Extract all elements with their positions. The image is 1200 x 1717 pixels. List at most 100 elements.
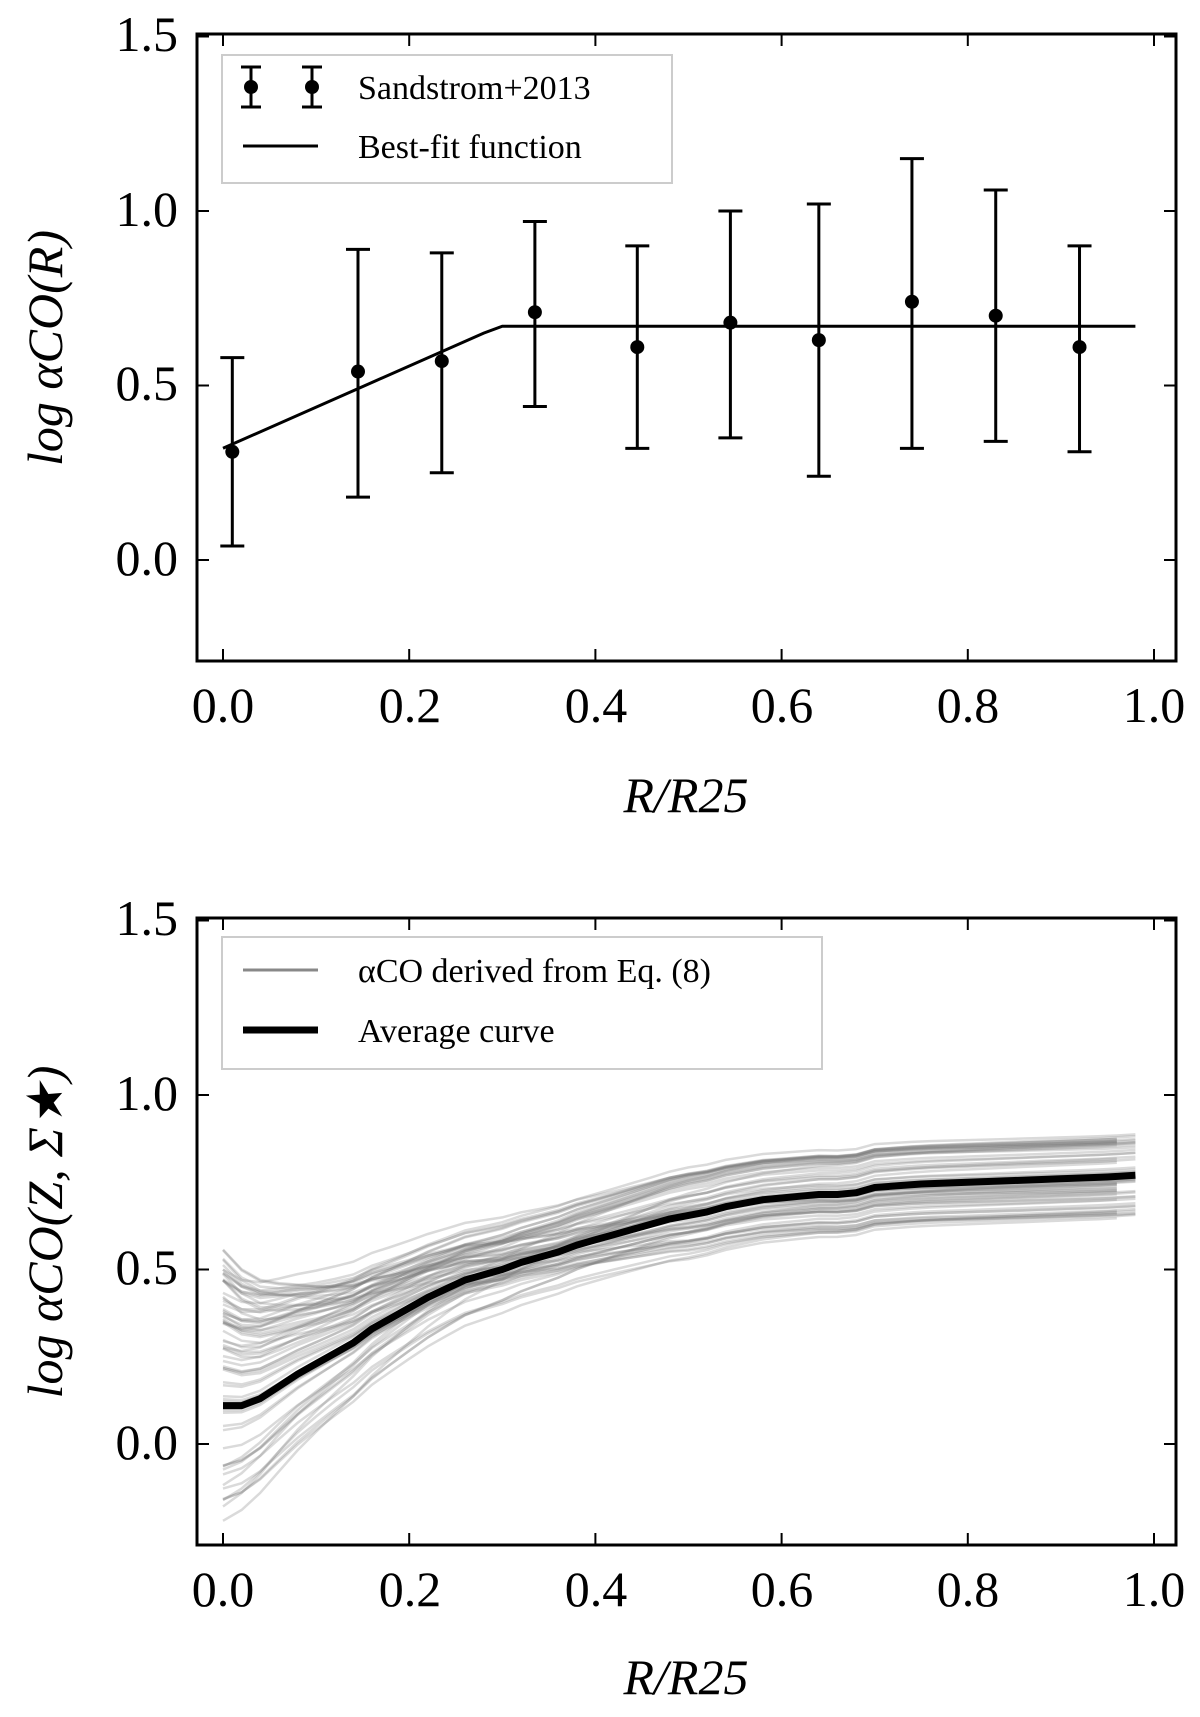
- bottom-ytick-label: 1.0: [116, 1065, 179, 1121]
- bottom-legend: αCO derived from Eq. (8) Average curve: [221, 936, 823, 1070]
- top-xtick-label: 0.8: [937, 677, 1000, 733]
- ensemble-curve: [222, 1204, 1136, 1354]
- ensemble-curve: [222, 1166, 1136, 1399]
- bottom-x-axis-label: R/R25: [623, 1649, 749, 1705]
- top-legend-entry-label: Sandstrom+2013: [358, 70, 591, 107]
- ensemble-curve: [222, 1148, 1136, 1290]
- ensemble-curve: [222, 1186, 1117, 1305]
- top-xtick-label: 0.4: [565, 677, 628, 733]
- data-point: [225, 444, 240, 459]
- ensemble-curve: [222, 1141, 1136, 1339]
- data-point: [434, 354, 449, 369]
- bottom-plot-area: [222, 1133, 1136, 1522]
- data-point: [811, 333, 826, 348]
- data-point: [350, 364, 365, 379]
- ensemble-curve: [222, 1213, 1136, 1301]
- ensemble-curve: [222, 1217, 1117, 1502]
- ensemble-curve: [222, 1137, 1117, 1362]
- top-xtick-label: 0.6: [751, 677, 814, 733]
- top-legend-entry-label: Best-fit function: [358, 129, 582, 166]
- bottom-ytick-label: 0.0: [116, 1414, 179, 1470]
- ensemble-curve: [222, 1137, 1136, 1353]
- ensemble-curve: [222, 1151, 1136, 1323]
- ensemble-curve: [222, 1183, 1117, 1428]
- top-xtick-label: 0.0: [192, 677, 255, 733]
- ensemble-curve: [222, 1209, 1117, 1501]
- ensemble-curve: [222, 1141, 1117, 1522]
- data-point: [904, 294, 919, 309]
- ensemble-curve: [222, 1211, 1117, 1294]
- bottom-axes-frame: [195, 916, 1178, 1547]
- bottom-legend-entry-label: Average curve: [358, 1013, 555, 1050]
- ensemble-curve: [222, 1140, 1117, 1331]
- ensemble-curve: [222, 1133, 1136, 1311]
- ensemble-curve: [222, 1139, 1117, 1349]
- ensemble-curve: [222, 1159, 1117, 1487]
- ensemble-curve: [222, 1194, 1136, 1314]
- bottom-xtick-label: 0.6: [751, 1561, 814, 1617]
- ensemble-curve: [222, 1178, 1136, 1490]
- ensemble-curve: [222, 1212, 1136, 1328]
- top-plot-area: [220, 157, 1136, 548]
- ensemble-curve: [222, 1207, 1136, 1410]
- top-legend-box: [221, 54, 673, 184]
- ensemble-curve: [222, 1146, 1136, 1284]
- bottom-ytick-label: 0.5: [116, 1239, 179, 1295]
- bottom-ticks: [197, 918, 1176, 1545]
- ensemble-curve: [222, 1182, 1117, 1414]
- ensemble-curve: [222, 1209, 1136, 1476]
- ensemble-curve: [222, 1195, 1136, 1300]
- ensemble-curve: [222, 1155, 1136, 1373]
- ensemble-curve: [222, 1189, 1136, 1468]
- ensemble-curve: [222, 1141, 1136, 1309]
- ensemble-curve: [222, 1170, 1136, 1332]
- bottom-ytick-label: 1.5: [116, 890, 179, 946]
- ensemble-curve: [222, 1140, 1117, 1292]
- top-ytick-label: 0.5: [116, 355, 179, 411]
- top-xtick-label: 0.2: [379, 677, 442, 733]
- ensemble-curve: [222, 1201, 1136, 1402]
- bottom-legend-entry-label: αCO derived from Eq. (8): [358, 953, 711, 990]
- top-x-axis-label: R/R25: [623, 767, 749, 823]
- bottom-xtick-label: 1.0: [1123, 1561, 1186, 1617]
- top-y-axis-label: log αCO(R): [17, 230, 73, 466]
- average-curve: [223, 1171, 1136, 1410]
- ensemble-curve: [222, 1137, 1117, 1325]
- ensemble-curve: [222, 1151, 1136, 1508]
- ensemble-curve: [222, 1158, 1136, 1297]
- data-point: [988, 308, 1003, 323]
- ensemble-curve: [222, 1134, 1136, 1471]
- ensemble-curve: [222, 1168, 1136, 1298]
- top-panel: 1.5 1.0 0.5 0.0 0.0 0.2 0.4 0.6 0.8 1.0 …: [17, 6, 1185, 823]
- ensemble-curve: [222, 1211, 1136, 1389]
- bottom-legend-box: [221, 936, 823, 1070]
- data-point: [630, 340, 645, 355]
- data-point: [1072, 340, 1087, 355]
- ensemble-curve: [222, 1198, 1117, 1288]
- ensemble-curve: [222, 1182, 1117, 1296]
- ensemble-curve: [222, 1189, 1117, 1321]
- top-ytick-label: 1.5: [116, 6, 179, 62]
- legend-errorbar-icon: [241, 65, 322, 109]
- data-point: [723, 315, 738, 330]
- ensemble-curve: [222, 1170, 1136, 1332]
- top-axes-frame: [195, 32, 1178, 663]
- ensemble-curve: [222, 1157, 1117, 1467]
- best-fit-line: [222, 324, 1136, 450]
- ensemble-curve: [222, 1188, 1117, 1337]
- ensemble-curve: [222, 1193, 1117, 1412]
- bottom-panel: 1.5 1.0 0.5 0.0 0.0 0.2 0.4 0.6 0.8 1.0 …: [17, 890, 1185, 1705]
- bottom-xtick-label: 0.0: [192, 1561, 255, 1617]
- bottom-xtick-label: 0.4: [565, 1561, 628, 1617]
- ensemble-curve: [222, 1143, 1136, 1312]
- bottom-xtick-label: 0.8: [937, 1561, 1000, 1617]
- ensemble-curve: [222, 1143, 1117, 1359]
- ensemble-curve: [222, 1184, 1117, 1501]
- top-legend: Sandstrom+2013 Best-fit function: [221, 54, 673, 184]
- bottom-y-axis-label: log αCO(Z, Σ★): [17, 1066, 73, 1399]
- bottom-xtick-label: 0.2: [379, 1561, 442, 1617]
- ensemble-curve: [222, 1140, 1136, 1314]
- ensemble-curve: [222, 1179, 1136, 1323]
- ensemble-curve: [222, 1204, 1136, 1386]
